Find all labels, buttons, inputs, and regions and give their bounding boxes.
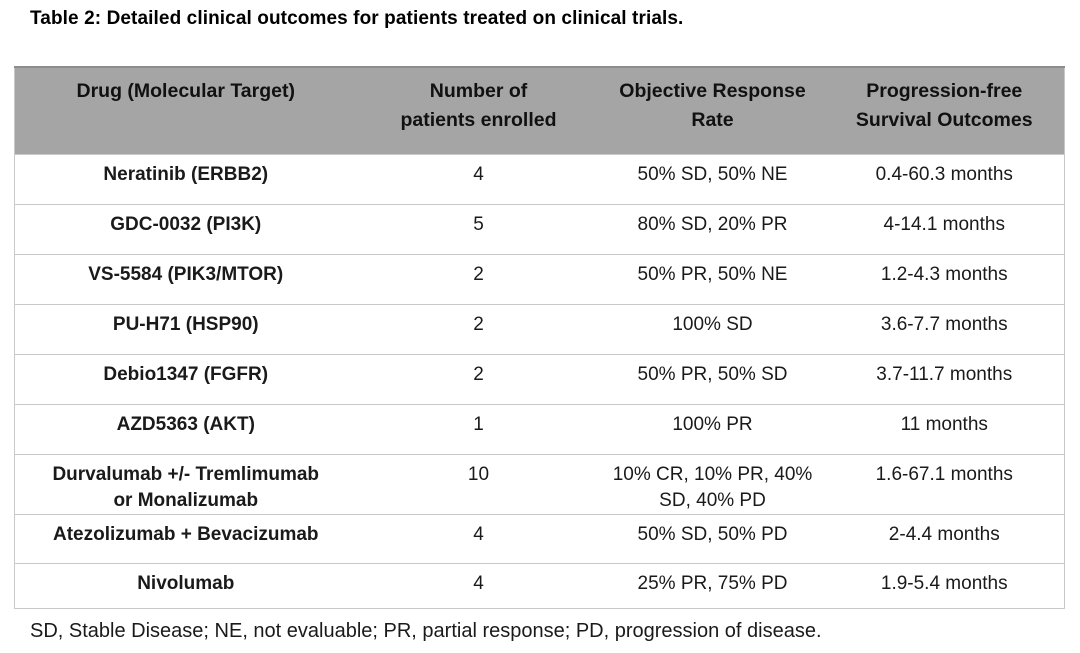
column-header-response-rate: Objective Response Rate bbox=[600, 66, 825, 155]
patients-cell: 4 bbox=[356, 154, 601, 205]
pfs-cell: 1.2-4.3 months bbox=[824, 254, 1065, 305]
pfs-cell: 4-14.1 months bbox=[824, 204, 1065, 255]
response-rate-cell: 10% CR, 10% PR, 40% SD, 40% PD bbox=[600, 454, 825, 515]
pfs-cell: 3.6-7.7 months bbox=[824, 304, 1065, 355]
column-header-drug: Drug (Molecular Target) bbox=[14, 66, 357, 155]
pfs-cell: 11 months bbox=[824, 404, 1065, 455]
table-caption: Table 2: Detailed clinical outcomes for … bbox=[30, 8, 684, 29]
response-rate-cell: 50% PR, 50% SD bbox=[600, 354, 825, 405]
table-row: Durvalumab +/- Tremlimumab or Monalizuma… bbox=[14, 454, 1065, 515]
response-rate-cell: 50% PR, 50% NE bbox=[600, 254, 825, 305]
pfs-cell: 2-4.4 months bbox=[824, 514, 1065, 564]
table-row: Atezolizumab + Bevacizumab 4 50% SD, 50%… bbox=[14, 514, 1065, 564]
patients-cell: 2 bbox=[356, 304, 601, 355]
drug-cell: Neratinib (ERBB2) bbox=[14, 154, 357, 205]
response-rate-cell: 50% SD, 50% NE bbox=[600, 154, 825, 205]
pfs-cell: 0.4-60.3 months bbox=[824, 154, 1065, 205]
pfs-cell: 1.6-67.1 months bbox=[824, 454, 1065, 515]
patients-cell: 4 bbox=[356, 514, 601, 564]
response-rate-cell: 100% SD bbox=[600, 304, 825, 355]
header-row: Drug (Molecular Target) Number of patien… bbox=[14, 66, 1065, 155]
table-row: AZD5363 (AKT) 1 100% PR 11 months bbox=[14, 404, 1065, 455]
table-row: Debio1347 (FGFR) 2 50% PR, 50% SD 3.7-11… bbox=[14, 354, 1065, 405]
column-header-pfs: Progression-free Survival Outcomes bbox=[824, 66, 1065, 155]
drug-cell: Nivolumab bbox=[14, 563, 357, 609]
drug-cell: Debio1347 (FGFR) bbox=[14, 354, 357, 405]
table-row: Neratinib (ERBB2) 4 50% SD, 50% NE 0.4-6… bbox=[14, 154, 1065, 205]
footnote: SD, Stable Disease; NE, not evaluable; P… bbox=[30, 620, 822, 642]
patients-cell: 10 bbox=[356, 454, 601, 515]
drug-cell: VS-5584 (PIK3/MTOR) bbox=[14, 254, 357, 305]
table-row: Nivolumab 4 25% PR, 75% PD 1.9-5.4 month… bbox=[14, 563, 1065, 609]
drug-cell: AZD5363 (AKT) bbox=[14, 404, 357, 455]
patients-cell: 4 bbox=[356, 563, 601, 609]
drug-cell: PU-H71 (HSP90) bbox=[14, 304, 357, 355]
response-rate-cell: 25% PR, 75% PD bbox=[600, 563, 825, 609]
table-row: PU-H71 (HSP90) 2 100% SD 3.6-7.7 months bbox=[14, 304, 1065, 355]
response-rate-cell: 50% SD, 50% PD bbox=[600, 514, 825, 564]
clinical-outcomes-table: Drug (Molecular Target) Number of patien… bbox=[14, 66, 1065, 609]
table-header: Drug (Molecular Target) Number of patien… bbox=[14, 66, 1065, 155]
response-rate-cell: 100% PR bbox=[600, 404, 825, 455]
patients-cell: 2 bbox=[356, 254, 601, 305]
table-body: Neratinib (ERBB2) 4 50% SD, 50% NE 0.4-6… bbox=[14, 154, 1065, 609]
table-row: VS-5584 (PIK3/MTOR) 2 50% PR, 50% NE 1.2… bbox=[14, 254, 1065, 305]
pfs-cell: 1.9-5.4 months bbox=[824, 563, 1065, 609]
patients-cell: 5 bbox=[356, 204, 601, 255]
drug-cell: Durvalumab +/- Tremlimumab or Monalizuma… bbox=[14, 454, 357, 515]
patients-cell: 2 bbox=[356, 354, 601, 405]
drug-cell: GDC-0032 (PI3K) bbox=[14, 204, 357, 255]
patients-cell: 1 bbox=[356, 404, 601, 455]
response-rate-cell: 80% SD, 20% PR bbox=[600, 204, 825, 255]
drug-cell: Atezolizumab + Bevacizumab bbox=[14, 514, 357, 564]
pfs-cell: 3.7-11.7 months bbox=[824, 354, 1065, 405]
column-header-patients: Number of patients enrolled bbox=[356, 66, 601, 155]
table-row: GDC-0032 (PI3K) 5 80% SD, 20% PR 4-14.1 … bbox=[14, 204, 1065, 255]
